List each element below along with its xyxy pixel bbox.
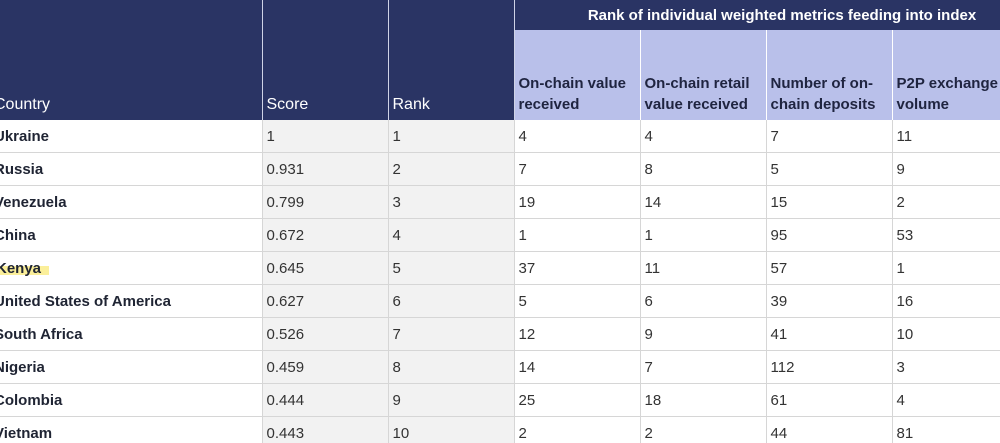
header-metric-onchain-value: On-chain value received [514,30,641,120]
metric-onchain-value-cell: 4 [514,120,641,153]
country-cell: Venezuela [0,185,263,219]
rank-cell: 7 [388,317,515,351]
metric-onchain-retail-value-cell: 7 [640,350,767,384]
score-cell: 0.443 [262,416,389,443]
score-cell: 0.444 [262,383,389,417]
metric-onchain-value-cell: 37 [514,251,641,285]
metric-onchain-value-cell: 5 [514,284,641,318]
metric-onchain-deposits-cell: 61 [766,383,893,417]
score-cell: 0.526 [262,317,389,351]
score-cell: 0.799 [262,185,389,219]
metric-onchain-value-cell: 7 [514,152,641,186]
metric-onchain-retail-value-cell: 11 [640,251,767,285]
metric-onchain-value-cell: 25 [514,383,641,417]
metric-onchain-value-cell: 1 [514,218,641,252]
metric-p2p-volume-cell: 11 [892,120,1000,153]
table-body: Ukraine1144711Russia0.93127859Venezuela0… [0,120,1000,443]
metric-onchain-deposits-cell: 112 [766,350,893,384]
metric-p2p-volume-cell: 53 [892,218,1000,252]
rank-cell: 6 [388,284,515,318]
table-row: Kenya 0.645 5 37 11 57 1 [0,251,1000,285]
rank-cell: 2 [388,152,515,186]
country-cell: Vietnam [0,416,263,443]
metric-onchain-retail-value-cell: 9 [640,317,767,351]
rank-cell: 8 [388,350,515,384]
country-cell: Kenya [0,251,263,285]
table-row: Ukraine1144711 [0,120,1000,153]
metric-onchain-value-cell: 19 [514,185,641,219]
metric-onchain-deposits-cell: 44 [766,416,893,443]
header-metric-p2p-volume: P2P exchange trade volume [892,30,1000,120]
metric-onchain-retail-value-cell: 1 [640,218,767,252]
rank-cell: 4 [388,218,515,252]
table-row: Colombia 0.444 9 25 18 61 4 [0,383,1000,417]
metric-onchain-deposits-cell: 95 [766,218,893,252]
header-rank: Rank [388,0,515,120]
metric-p2p-volume-cell: 10 [892,317,1000,351]
country-cell: Russia [0,152,263,186]
metric-onchain-retail-value-cell: 14 [640,185,767,219]
header-country: Country [0,0,263,120]
highlighted-country-label: Kenya [0,259,50,277]
score-cell: 1 [262,120,389,153]
metric-onchain-retail-value-cell: 4 [640,120,767,153]
header-metrics-group-title: Rank of individual weighted metrics feed… [514,0,1000,30]
metric-onchain-retail-value-cell: 8 [640,152,767,186]
score-cell: 0.931 [262,152,389,186]
score-cell: 0.645 [262,251,389,285]
metric-p2p-volume-cell: 4 [892,383,1000,417]
metric-p2p-volume-cell: 1 [892,251,1000,285]
metric-p2p-volume-cell: 81 [892,416,1000,443]
metric-onchain-retail-value-cell: 6 [640,284,767,318]
country-cell: China [0,218,263,252]
metric-onchain-deposits-cell: 57 [766,251,893,285]
rank-cell: 9 [388,383,515,417]
header-metric-onchain-deposits: Number of on-chain deposits [766,30,893,120]
metric-onchain-deposits-cell: 41 [766,317,893,351]
country-cell: Ukraine [0,120,263,153]
rank-cell: 10 [388,416,515,443]
metric-onchain-retail-value-cell: 2 [640,416,767,443]
score-cell: 0.627 [262,284,389,318]
country-cell: United States of America [0,284,263,318]
metric-onchain-value-cell: 14 [514,350,641,384]
metric-onchain-deposits-cell: 7 [766,120,893,153]
country-cell: Colombia [0,383,263,417]
table-row: Venezuela 0.799 3 19 14 15 2 [0,185,1000,219]
table-header: Country Score Rank Rank of individual we… [0,0,1000,120]
metric-onchain-retail-value-cell: 18 [640,383,767,417]
rank-cell: 1 [388,120,515,153]
score-cell: 0.459 [262,350,389,384]
metric-onchain-deposits-cell: 15 [766,185,893,219]
metric-onchain-deposits-cell: 39 [766,284,893,318]
metric-onchain-value-cell: 12 [514,317,641,351]
country-cell: Nigeria [0,350,263,384]
metric-p2p-volume-cell: 16 [892,284,1000,318]
rank-cell: 3 [388,185,515,219]
header-score: Score [262,0,389,120]
rank-cell: 5 [388,251,515,285]
metric-onchain-deposits-cell: 5 [766,152,893,186]
metric-p2p-volume-cell: 2 [892,185,1000,219]
metric-onchain-value-cell: 2 [514,416,641,443]
table-row: South Africa 0.526 7 12 9 41 10 [0,317,1000,351]
metric-p2p-volume-cell: 9 [892,152,1000,186]
score-cell: 0.672 [262,218,389,252]
metric-p2p-volume-cell: 3 [892,350,1000,384]
header-metric-onchain-retail-value: On-chain retail value received [640,30,767,120]
table-row: United States of America 0.627 6 5 6 39 16 [0,284,1000,318]
country-cell: South Africa [0,317,263,351]
